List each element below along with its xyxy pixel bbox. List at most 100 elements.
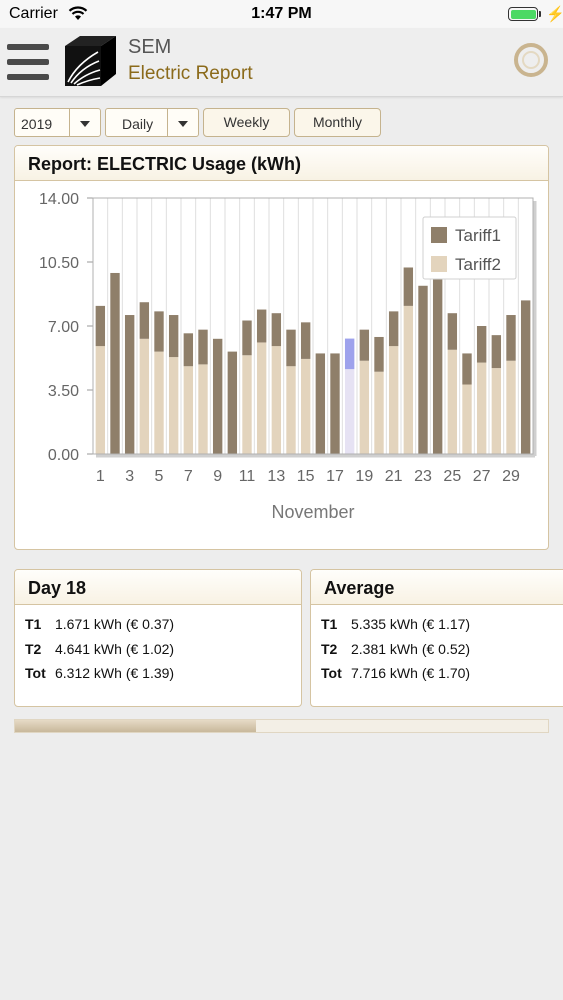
period-select[interactable]: Daily [105,108,199,137]
monthly-button[interactable]: Monthly [294,108,381,137]
bar-tariff2 [506,360,516,454]
bar-tariff1 [139,302,150,339]
bar-tariff2 [462,384,472,454]
menu-icon[interactable] [7,44,49,82]
bar-tariff1 [300,322,311,359]
x-tick-label: 29 [502,468,520,485]
y-tick-label: 10.50 [39,255,79,272]
bar-tariff1 [491,335,502,369]
bar-tariff1 [154,311,164,352]
x-tick-label: 21 [385,468,403,485]
y-tick-label: 0.00 [48,447,79,464]
day-tot-row: Tot 6.312 kWh (€ 1.39) [25,665,174,681]
avg-tot-value: 7.716 kWh (€ 1.70) [351,665,471,681]
x-tick-label: 15 [297,468,315,485]
scrollbar-thumb[interactable] [15,720,256,732]
page-subtitle: Electric Report [128,63,253,84]
bar-tariff2 [183,366,194,454]
bar-tariff1 [212,338,223,454]
bar-tariff1 [447,313,458,350]
bar-tariff2 [198,364,208,454]
bar-tariff1 [242,320,252,356]
legend-label-tariff1: Tariff1 [455,226,501,245]
x-tick-label: 3 [125,468,134,485]
day-tot-label: Tot [25,665,46,681]
app-header: SEM Electric Report [0,28,563,97]
battery-icon [508,7,538,21]
legend-swatch-tariff2 [431,256,447,272]
day-t1-label: T1 [25,616,42,632]
bar-tariff2 [168,357,179,454]
legend-label-tariff2: Tariff2 [455,255,501,274]
bar-tariff1 [286,329,296,367]
chevron-down-icon[interactable] [167,109,198,136]
x-axis-label: November [271,502,354,522]
x-tick-label: 1 [96,468,105,485]
bar-tariff1 [315,353,326,454]
x-tick-label: 9 [213,468,222,485]
wifi-icon [68,6,88,20]
x-tick-label: 19 [355,468,373,485]
y-tick-label: 14.00 [39,191,79,208]
day-t2-label: T2 [25,641,42,657]
x-tick-label: 13 [267,468,285,485]
x-tick-label: 17 [326,468,344,485]
x-tick-label: 27 [473,468,491,485]
x-tick-label: 7 [184,468,193,485]
bar-tariff2 [447,349,458,454]
bar-tariff1 [227,351,238,454]
x-tick-label: 23 [414,468,432,485]
bar-tariff1 [168,315,179,358]
bar-tariff1 [344,338,355,370]
bar-tariff1 [198,329,208,365]
day-tot-value: 6.312 kWh (€ 1.39) [55,665,175,681]
bar-tariff2 [154,351,164,454]
panels-scrollbar[interactable] [14,719,549,733]
avg-tot-row: Tot 7.716 kWh (€ 1.70) [321,665,470,681]
y-tick-label: 3.50 [48,383,79,400]
day-t1-value: 1.671 kWh (€ 0.37) [55,616,175,632]
bar-tariff2 [242,355,252,454]
period-select-value: Daily [122,116,154,132]
bar-tariff1 [271,313,282,347]
bar-tariff2 [359,360,370,454]
legend-swatch-tariff1 [431,227,447,243]
weekly-button[interactable]: Weekly [203,108,290,137]
average-panel-title: Average [324,578,395,598]
report-title: Report: ELECTRIC Usage (kWh) [28,154,302,174]
avg-t1-value: 5.335 kWh (€ 1.17) [351,616,471,632]
avg-t1-row: T1 5.335 kWh (€ 1.17) [321,616,470,632]
bar-tariff1 [374,336,384,372]
bar-tariff1 [359,329,370,361]
bar-tariff2 [388,346,399,454]
day-panel-header: Day 18 [15,570,301,605]
bar-tariff1 [124,315,135,454]
x-tick-label: 25 [443,468,461,485]
avg-t2-label: T2 [321,641,338,657]
bar-tariff1 [110,272,120,454]
bar-tariff1 [506,315,516,361]
bar-tariff2 [286,366,296,454]
avg-t1-label: T1 [321,616,338,632]
bar-tariff1 [183,333,194,367]
avg-t2-value: 2.381 kWh (€ 0.52) [351,641,471,657]
bar-tariff1 [256,309,267,343]
bar-tariff2 [139,338,150,454]
status-bar: Carrier 1:47 PM ⚡ [0,0,563,28]
report-panel: Report: ELECTRIC Usage (kWh) 14.00 10.50 7… [14,145,549,550]
day-panel: Day 18 T1 1.671 kWh (€ 0.37) T2 4.641 kWh … [14,569,302,707]
refresh-icon[interactable] [514,43,548,77]
x-tick-label: 11 [239,468,256,485]
day-t2-row: T2 4.641 kWh (€ 1.02) [25,641,174,657]
avg-tot-label: Tot [321,665,342,681]
chevron-down-icon[interactable] [69,109,100,136]
year-select-value: 2019 [21,116,53,132]
bar-tariff1 [520,300,531,454]
bar-tariff2 [271,346,282,454]
year-select[interactable]: 2019 [14,108,101,137]
x-tick-label: 5 [155,468,164,485]
bar-tariff2 [256,342,267,454]
bar-tariff1 [418,285,428,454]
bar-tariff1 [476,326,487,363]
